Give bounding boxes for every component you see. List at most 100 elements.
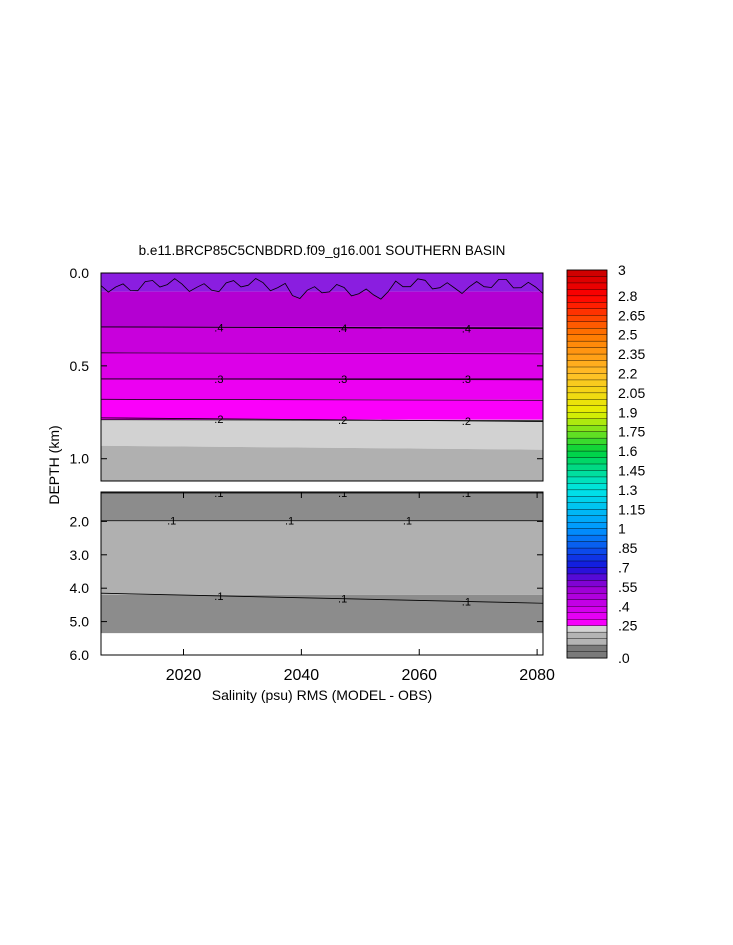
y-tick-label: 5.0 (70, 614, 90, 630)
contour-band (101, 520, 543, 595)
colorbar-swatch (566, 392, 608, 400)
colorbar-swatch (566, 528, 608, 536)
y-tick-label: 4.0 (70, 580, 90, 596)
y-tick-label: 0.0 (70, 265, 90, 281)
contour-label: .1 (214, 488, 223, 500)
y-axis-label: DEPTH (km) (46, 425, 62, 504)
contour-line (101, 326, 543, 330)
contour-label: .4 (338, 323, 347, 335)
colorbar-label: 1.3 (618, 482, 638, 498)
panel-frame (100, 272, 544, 482)
lower-panel: .1 .1 .1 .1 .1 .1 .1 .1 .1 2.0 3.0 4.0 5.0 6.0 (70, 488, 544, 663)
colorbar-swatch (566, 619, 608, 627)
contour-label: .2 (338, 415, 347, 427)
colorbar-swatch (566, 534, 608, 543)
contour-band (101, 399, 543, 420)
colorbar-swatch (566, 496, 608, 504)
x-axis-ticks: 2020 2040 2060 2080 (166, 492, 555, 684)
colorbar-label: .7 (618, 559, 630, 575)
colorbar-swatch (566, 321, 608, 329)
colorbar-swatch (566, 328, 608, 336)
contour-label: .2 (214, 414, 223, 426)
colorbar-swatch (566, 295, 608, 303)
colorbar-swatch (566, 269, 608, 277)
contour-line (101, 592, 543, 604)
colorbar-swatch (566, 522, 608, 530)
panel-frame (100, 491, 544, 656)
contour-band (101, 378, 543, 400)
colorbar-swatch (566, 353, 608, 362)
colorbar-label: 2.35 (618, 346, 645, 362)
colorbar-label: 2.2 (618, 365, 638, 381)
colorbar-swatch (566, 644, 608, 653)
colorbar-swatch (566, 437, 608, 446)
colorbar-swatch (566, 599, 608, 607)
colorbar-swatch (566, 509, 608, 517)
colorbar-swatch (566, 379, 608, 387)
colorbar-swatch (566, 399, 608, 407)
colorbar-label: 2.8 (618, 288, 638, 304)
colorbar-label: 2.05 (618, 385, 645, 401)
contour-label: .3 (214, 374, 223, 386)
colorbar-label: 2.65 (618, 307, 645, 323)
colorbar-swatch (566, 638, 608, 646)
x-tick-label: 2040 (284, 667, 320, 684)
colorbar-swatch (566, 612, 608, 620)
contour-label: .3 (338, 374, 347, 386)
x-tick-label: 2020 (166, 667, 202, 684)
colorbar-label: .4 (618, 598, 630, 614)
contour-line (101, 419, 543, 422)
contour-label: .4 (462, 323, 471, 335)
y-tick-label: 2.0 (70, 513, 90, 529)
contour-label: .1 (462, 488, 471, 500)
colorbar-swatch (566, 560, 608, 568)
colorbar: 3 2.8 2.65 2.5 2.35 2.2 2.05 1.9 1.75 1.6 1.45 1.3 1… (566, 262, 645, 666)
colorbar-swatch (566, 334, 608, 342)
contour-line (101, 398, 543, 401)
contour-label: .1 (462, 596, 471, 608)
y-tick-label: 6.0 (70, 647, 90, 663)
colorbar-swatch (566, 289, 608, 297)
colorbar-swatch (566, 502, 608, 510)
colorbar-swatch (566, 450, 608, 459)
y-tick-label: 3.0 (70, 547, 90, 563)
contour-label: .4 (214, 322, 223, 334)
colorbar-label: 1.75 (618, 424, 645, 440)
contour-band (101, 445, 543, 481)
contour-band (101, 419, 543, 450)
colorbar-swatch (566, 515, 608, 523)
colorbar-swatch (566, 567, 608, 575)
colorbar-swatch (566, 340, 608, 349)
y-tick-label: 1.0 (70, 451, 90, 467)
colorbar-label: .85 (618, 540, 638, 556)
contour-label: .1 (214, 591, 223, 603)
surface-layer (101, 273, 543, 300)
colorbar-swatch (566, 476, 608, 484)
colorbar-swatch (566, 489, 608, 497)
contour-band (101, 326, 543, 353)
contour-line (101, 417, 543, 422)
x-tick-label: 2080 (519, 667, 555, 684)
colorbar-label: .25 (618, 618, 638, 634)
contour-band (101, 352, 543, 379)
contour-band (101, 291, 543, 327)
contour-band (101, 492, 543, 521)
contour-label: .2 (462, 416, 471, 428)
colorbar-swatch (566, 315, 608, 323)
colorbar-label: 1.15 (618, 501, 645, 517)
colorbar-swatch (566, 573, 608, 581)
colorbar-swatch (566, 457, 608, 465)
colorbar-swatch (566, 373, 608, 381)
colorbar-swatch (566, 631, 608, 640)
colorbar-swatch (566, 386, 608, 394)
colorbar-swatch (566, 651, 608, 659)
colorbar-swatch (566, 463, 608, 471)
contour-label: .1 (167, 516, 176, 528)
colorbar-swatch (566, 308, 608, 316)
colorbar-swatch (566, 444, 608, 452)
colorbar-label: 1.45 (618, 462, 645, 478)
colorbar-label: 1.6 (618, 443, 638, 459)
contour-band (101, 594, 543, 634)
colorbar-label: 3 (618, 262, 626, 278)
